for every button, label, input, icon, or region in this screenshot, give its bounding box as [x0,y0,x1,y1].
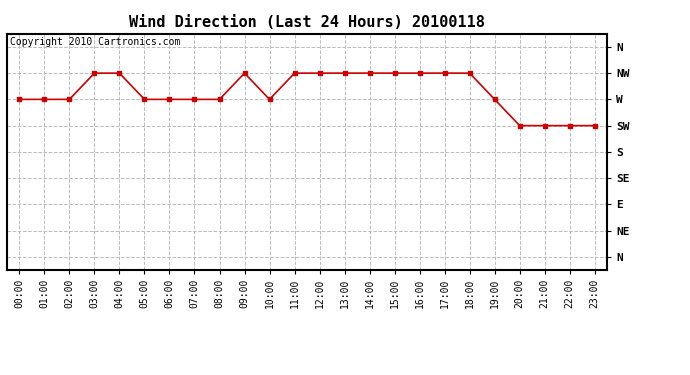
Text: Copyright 2010 Cartronics.com: Copyright 2010 Cartronics.com [10,37,180,47]
Title: Wind Direction (Last 24 Hours) 20100118: Wind Direction (Last 24 Hours) 20100118 [129,15,485,30]
